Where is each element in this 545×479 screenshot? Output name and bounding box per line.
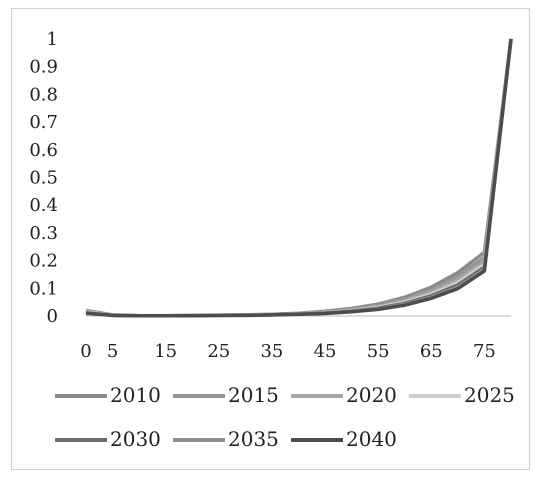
y-tick-label: 0.1 [29, 278, 58, 299]
legend-label-2010: 2010 [110, 383, 161, 407]
x-tick-label: 65 [420, 341, 443, 362]
series-line-2015 [85, 38, 513, 318]
series-line-2020 [85, 38, 513, 318]
y-tick-label: 1 [47, 29, 58, 50]
series-line-2010 [85, 38, 513, 318]
legend-label-2015: 2015 [228, 383, 279, 407]
legend-label-2030: 2030 [110, 427, 161, 451]
x-tick-label: 35 [260, 341, 283, 362]
x-tick-label: 55 [367, 341, 390, 362]
y-tick-label: 0.8 [29, 84, 58, 105]
y-tick-label: 0 [47, 306, 58, 327]
x-tick-label: 25 [207, 341, 230, 362]
y-tick-label: 0.4 [29, 195, 58, 216]
x-tick-label: 5 [107, 341, 118, 362]
legend-label-2020: 2020 [346, 383, 397, 407]
x-axis-ticks: 0 5 15 25 35 45 55 65 75 [80, 341, 496, 362]
legend: 2010 2015 2020 2025 2030 2035 2040 [55, 383, 515, 451]
legend-label-2040: 2040 [346, 427, 397, 451]
x-tick-label: 15 [154, 341, 177, 362]
series-line-2025 [85, 38, 513, 318]
y-tick-label: 0.9 [29, 57, 58, 78]
y-tick-label: 0.6 [29, 140, 58, 161]
y-tick-label: 0.3 [29, 223, 58, 244]
y-tick-label: 0.5 [29, 168, 58, 189]
series-line-2030 [85, 38, 513, 318]
legend-label-2025: 2025 [464, 383, 515, 407]
x-tick-label: 45 [314, 341, 337, 362]
x-tick-label: 75 [473, 341, 496, 362]
chart-frame [11, 8, 530, 470]
y-tick-label: 0.7 [29, 112, 58, 133]
x-tick-label: 0 [80, 341, 91, 362]
legend-label-2035: 2035 [228, 427, 279, 451]
y-tick-label: 0.2 [29, 251, 58, 272]
series-lines [85, 38, 513, 318]
y-axis-ticks: 0 0.1 0.2 0.3 0.4 0.5 0.6 0.7 0.8 0.9 1 [29, 29, 58, 327]
series-line-2040 [85, 38, 513, 318]
series-line-2035 [85, 38, 513, 318]
